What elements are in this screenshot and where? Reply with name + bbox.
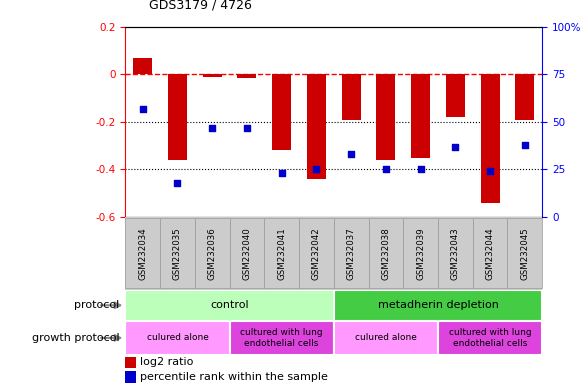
Bar [473,218,507,288]
Bar [515,74,535,119]
Point [138,106,147,112]
Text: GSM232039: GSM232039 [416,227,425,280]
Text: percentile rank within the sample: percentile rank within the sample [140,372,328,382]
Bar [403,218,438,288]
Text: GSM232036: GSM232036 [208,227,217,280]
Bar [438,218,473,288]
Text: growth protocol: growth protocol [32,333,120,343]
Bar [368,218,403,288]
Point [486,168,495,174]
Text: cultured with lung
endothelial cells: cultured with lung endothelial cells [240,328,323,348]
Text: GSM232038: GSM232038 [381,227,391,280]
Text: GSM232041: GSM232041 [277,227,286,280]
Bar [446,74,465,117]
Bar [237,74,257,78]
Point [208,124,217,131]
Bar [307,74,326,179]
Text: GSM232037: GSM232037 [347,227,356,280]
Text: control: control [210,300,249,310]
Bar [125,290,333,321]
Point [243,124,252,131]
Point [451,144,460,150]
Bar [125,217,542,290]
Text: GSM232043: GSM232043 [451,227,460,280]
Bar [333,321,438,355]
Text: culured alone: culured alone [146,333,208,343]
Text: GSM232034: GSM232034 [138,227,147,280]
Text: cultured with lung
endothelial cells: cultured with lung endothelial cells [449,328,531,348]
Bar [342,74,361,119]
Text: metadherin depletion: metadherin depletion [378,300,498,310]
Text: GDS3179 / 4726: GDS3179 / 4726 [149,0,251,12]
Point [520,142,529,148]
Bar [168,74,187,160]
Text: log2 ratio: log2 ratio [140,358,194,367]
Point [277,170,286,176]
Bar [195,218,230,288]
Bar [230,321,333,355]
Text: GSM232044: GSM232044 [486,227,494,280]
Bar [272,74,292,151]
Bar [438,321,542,355]
Bar [411,74,430,157]
Bar [133,58,152,74]
Point [346,151,356,157]
Text: GSM232045: GSM232045 [520,227,529,280]
Bar [333,218,368,288]
Bar [376,74,395,160]
Bar [230,218,264,288]
Bar [333,290,542,321]
Text: GSM232035: GSM232035 [173,227,182,280]
Bar [125,371,136,382]
Bar [299,218,333,288]
Point [173,180,182,186]
Bar [203,74,222,77]
Bar [125,218,160,288]
Point [381,166,391,172]
Bar [125,321,230,355]
Point [416,166,425,172]
Bar [480,74,500,203]
Text: culured alone: culured alone [355,333,417,343]
Bar [160,218,195,288]
Text: protocol: protocol [74,300,120,310]
Text: GSM232042: GSM232042 [312,227,321,280]
Bar [264,218,299,288]
Text: GSM232040: GSM232040 [243,227,251,280]
Bar [125,357,136,368]
Bar [507,218,542,288]
Point [312,166,321,172]
